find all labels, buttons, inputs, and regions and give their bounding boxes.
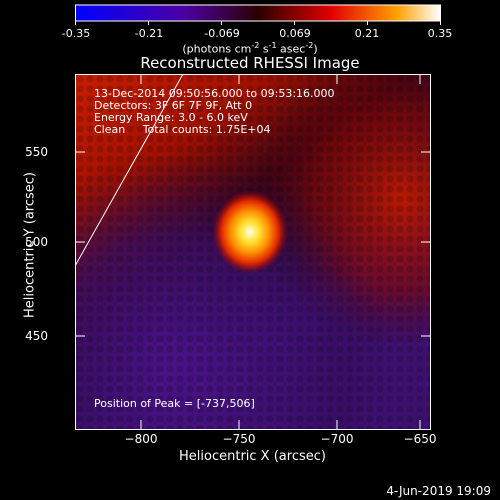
- emission-peak: [212, 190, 288, 274]
- x-tick-label: −750: [222, 432, 256, 446]
- y-axis-label: Heliocentric Y (arcsec): [22, 172, 38, 318]
- colorbar-tick-label: 0.069: [279, 27, 311, 40]
- y-tick-label: 500: [25, 235, 48, 249]
- colorbar-gradient: [75, 4, 441, 22]
- solar-limb-line: [75, 74, 184, 267]
- x-axis-label: Heliocentric X (arcsec): [179, 449, 326, 464]
- colorbar-units: (photons cm-2 s-1 asec-2): [182, 41, 318, 56]
- colorbar-tick-label: 0.35: [427, 27, 453, 40]
- colorbar-tick-label: -0.069: [204, 27, 240, 40]
- colorbar: [75, 4, 441, 25]
- rhessi-image: [75, 74, 431, 430]
- detectors-text: Detectors: 3F 6F 7F 9F, Att 0: [94, 99, 253, 112]
- colorbar-tick-label: 0.21: [354, 27, 380, 40]
- energy-range-text: Energy Range: 3.0 - 6.0 keV: [94, 111, 248, 124]
- method-counts-text: Clean Total counts: 1.75E+04: [94, 123, 271, 136]
- y-tick-label: 550: [25, 145, 48, 159]
- x-tick-label: −700: [320, 432, 354, 446]
- plot-frame: [75, 74, 431, 430]
- image-title: Reconstructed RHESSI Image: [140, 54, 360, 72]
- colorbar-tick-label: -0.35: [61, 27, 91, 40]
- colorbar-tick-label: -0.21: [134, 27, 164, 40]
- peak-position-text: Position of Peak = [-737,506]: [94, 397, 255, 410]
- x-axis-ticks: [140, 74, 421, 430]
- x-tick-label: −800: [124, 432, 158, 446]
- colorbar-ticks: [75, 21, 441, 25]
- y-axis-ticks: [75, 151, 431, 337]
- y-tick-label: 450: [25, 329, 48, 343]
- generation-date: 4-Jun-2019 19:09: [386, 484, 491, 498]
- time-range-text: 13-Dec-2014 09:50:56.000 to 09:53:16.000: [94, 87, 335, 100]
- x-tick-label: −650: [403, 432, 437, 446]
